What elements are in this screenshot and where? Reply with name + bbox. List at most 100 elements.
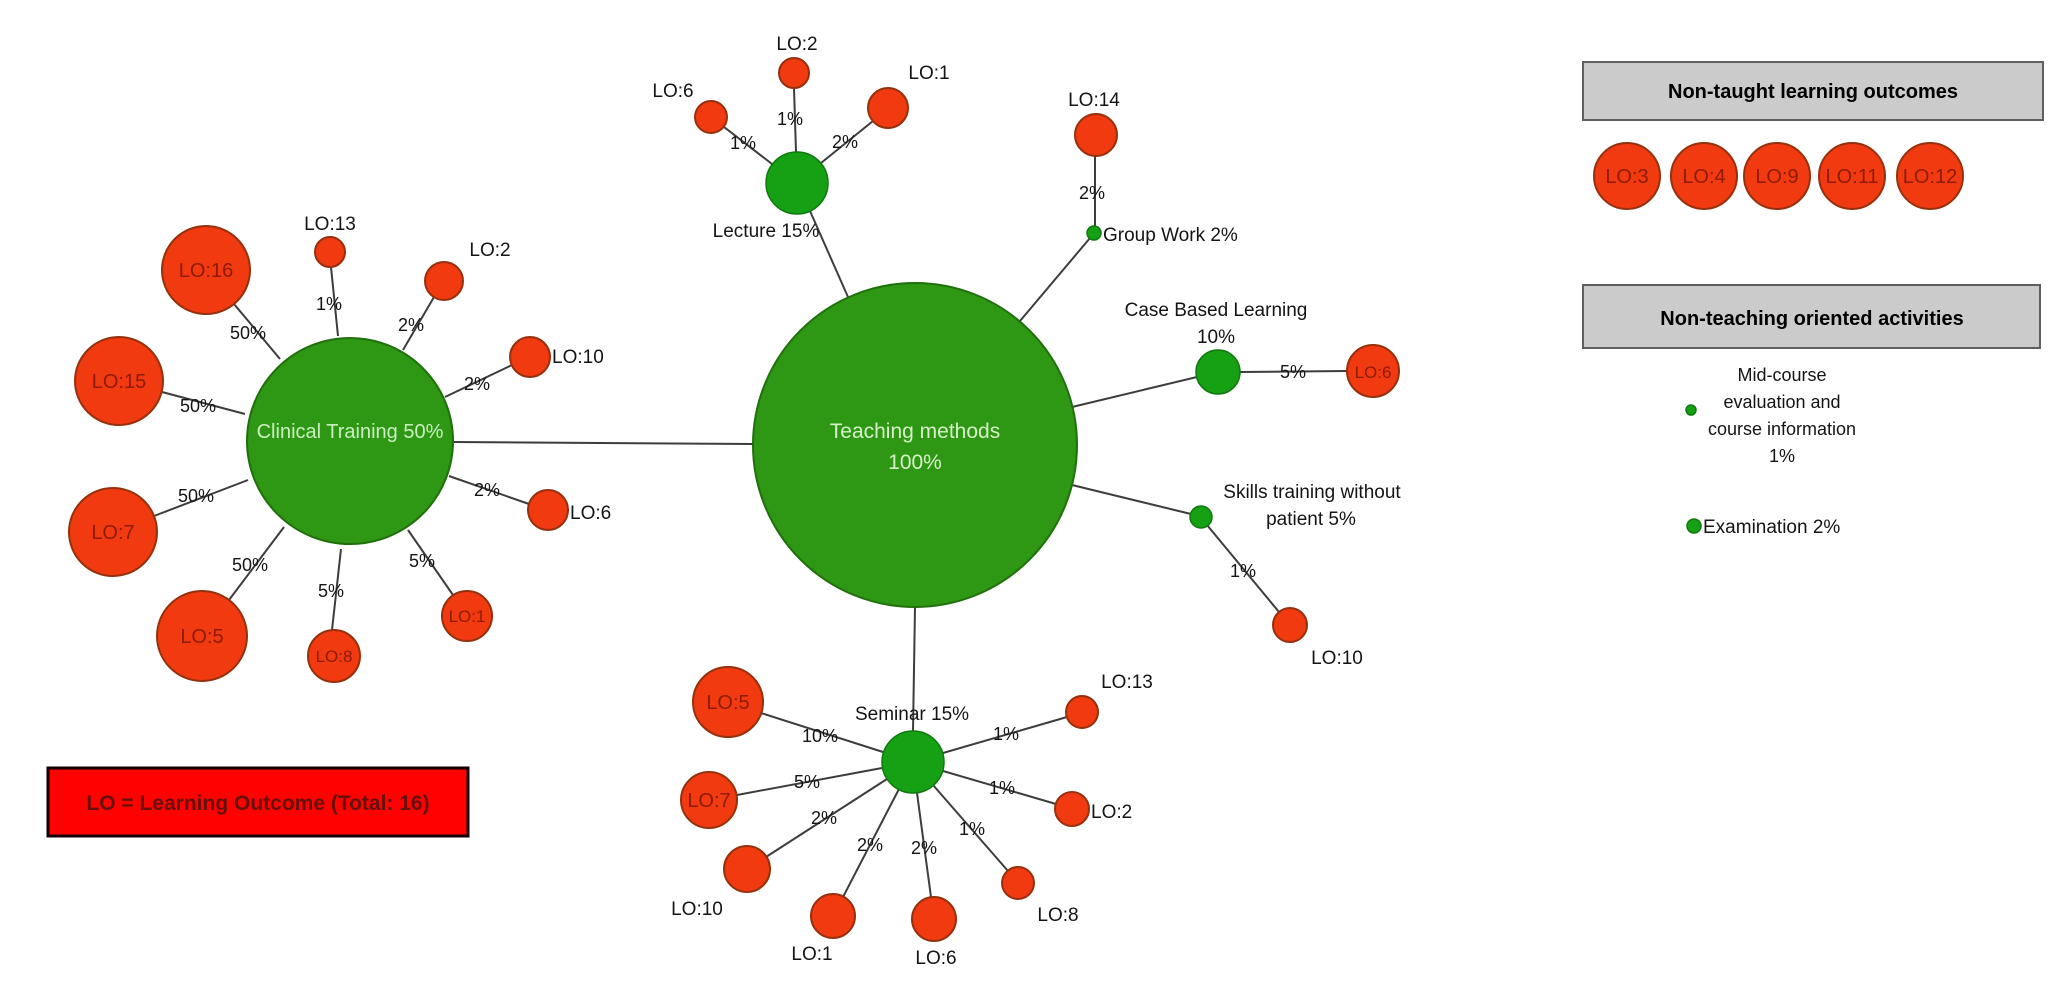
clinical-lo6-label: LO:6 <box>570 503 611 524</box>
seminar-lo13-label: LO:13 <box>1101 672 1153 693</box>
lecture-lo1-pct: 2% <box>832 132 858 152</box>
link-clinical-lo7 <box>153 479 249 517</box>
non-taught-lo4-label: LO:4 <box>1682 166 1725 188</box>
link-teaching-groupwork <box>1019 237 1091 322</box>
seminar-node <box>881 730 945 794</box>
link-clinical-lo10 <box>444 364 513 398</box>
clinical-lo13-label: LO:13 <box>304 214 356 235</box>
link-clinical-lo15 <box>161 391 246 415</box>
clinical-lo6-circle <box>527 489 569 531</box>
non-taught-header-box <box>1582 61 2044 121</box>
non-taught-lo3-circle <box>1593 142 1661 210</box>
seminar-lo8-circle <box>1001 866 1035 900</box>
link-clinical-lo8 <box>331 548 342 631</box>
link-clinical-lo13 <box>330 266 339 337</box>
non-taught-lo9-circle <box>1743 142 1811 210</box>
link-seminar-lo5 <box>760 712 884 753</box>
seminar-lo10-label: LO:10 <box>671 899 723 920</box>
groupwork-lo14-pct: 2% <box>1079 183 1105 203</box>
seminar-lo6-label: LO:6 <box>915 948 956 969</box>
clinical-lo10-circle <box>509 336 551 378</box>
lecture-lo6-pct: 1% <box>730 133 756 153</box>
non-taught-lo3-label: LO:3 <box>1605 166 1648 188</box>
clinical-lo6-pct: 2% <box>474 480 500 500</box>
seminar-lo5-circle <box>692 666 764 738</box>
link-clinical-lo1 <box>407 529 454 596</box>
teaching-methods-title: Teaching methods <box>830 420 1000 443</box>
clinical-lo5-label: LO:5 <box>180 626 223 648</box>
non-taught-lo11-circle <box>1818 142 1886 210</box>
casebased-lo6-circle <box>1346 344 1400 398</box>
seminar-lo13-circle <box>1065 695 1099 729</box>
clinical-lo16-pct: 50% <box>230 323 266 343</box>
seminar-lo7-pct: 5% <box>794 772 820 792</box>
skills-node <box>1189 505 1213 529</box>
case-based-node <box>1195 349 1241 395</box>
clinical-training-label: Clinical Training 50% <box>257 421 444 443</box>
seminar-lo5-label: LO:5 <box>706 692 749 714</box>
skills-label-line1: Skills training without <box>1223 482 1401 503</box>
lecture-lo1-label: LO:1 <box>908 63 949 84</box>
link-teaching-clinical <box>452 441 754 445</box>
clinical-lo1-label: LO:1 <box>449 607 486 626</box>
link-clinical-lo2 <box>402 296 435 351</box>
legend-box <box>46 766 470 838</box>
link-seminar-lo8 <box>932 784 1009 872</box>
clinical-lo15-pct: 50% <box>180 396 216 416</box>
seminar-lo7-circle <box>680 771 738 829</box>
lecture-lo2-pct: 1% <box>777 109 803 129</box>
seminar-lo10-pct: 2% <box>811 808 837 828</box>
lecture-lo2-circle <box>778 57 810 89</box>
mid-course-line2: evaluation and <box>1723 392 1840 412</box>
group-work-label: Group Work 2% <box>1103 225 1238 246</box>
examination-dot <box>1686 518 1702 534</box>
non-taught-lo4-circle <box>1670 142 1738 210</box>
seminar-lo2-label: LO:2 <box>1091 802 1132 823</box>
non-taught-lo9-label: LO:9 <box>1755 166 1798 188</box>
clinical-lo2-label: LO:2 <box>469 240 510 261</box>
mid-course-line4: 1% <box>1769 446 1795 466</box>
link-seminar-lo2 <box>942 770 1057 805</box>
group-work-node <box>1086 225 1102 241</box>
seminar-lo1-circle <box>810 893 856 939</box>
non-taught-lo11-label: LO:11 <box>1826 166 1879 188</box>
lecture-node <box>765 151 829 215</box>
clinical-lo15-circle <box>74 336 164 426</box>
teaching-methods-pct: 100% <box>888 451 942 474</box>
skills-label-line2: patient 5% <box>1266 509 1356 530</box>
link-lecture-lo6 <box>723 126 773 165</box>
examination-label: Examination 2% <box>1703 517 1840 538</box>
lecture-lo1-circle <box>867 87 909 129</box>
lecture-lo2-label: LO:2 <box>776 34 817 55</box>
link-teaching-seminar <box>912 606 916 732</box>
link-seminar-lo6 <box>916 792 932 898</box>
clinical-lo13-circle <box>314 236 346 268</box>
clinical-training-node <box>246 337 454 545</box>
seminar-lo1-label: LO:1 <box>791 944 832 965</box>
link-teaching-lecture <box>809 210 849 298</box>
mid-course-line3: course information <box>1708 419 1856 439</box>
skills-lo10-label: LO:10 <box>1311 648 1363 669</box>
clinical-lo7-pct: 50% <box>178 486 214 506</box>
clinical-lo5-circle <box>156 590 248 682</box>
mid-course-line1: Mid-course <box>1737 365 1826 385</box>
skills-lo10-pct: 1% <box>1230 561 1256 581</box>
link-clinical-lo5 <box>228 526 285 601</box>
clinical-lo1-circle <box>441 590 493 642</box>
link-teaching-casebased <box>1071 376 1198 408</box>
clinical-lo2-circle <box>424 261 464 301</box>
link-seminar-lo7 <box>736 767 883 796</box>
seminar-lo6-circle <box>911 896 957 942</box>
link-clinical-lo16 <box>233 303 281 360</box>
link-seminar-lo13 <box>942 716 1068 754</box>
seminar-lo8-label: LO:8 <box>1037 905 1078 926</box>
non-taught-header-title: Non-taught learning outcomes <box>1668 81 1958 103</box>
seminar-lo5-pct: 10% <box>802 726 838 746</box>
seminar-lo13-pct: 1% <box>993 724 1019 744</box>
seminar-label: Seminar 15% <box>855 704 969 725</box>
non-teaching-header-title: Non-teaching oriented activities <box>1660 308 1963 330</box>
non-taught-lo12-label: LO:12 <box>1903 166 1957 188</box>
seminar-lo2-circle <box>1054 791 1090 827</box>
link-teaching-skills <box>1071 484 1192 515</box>
